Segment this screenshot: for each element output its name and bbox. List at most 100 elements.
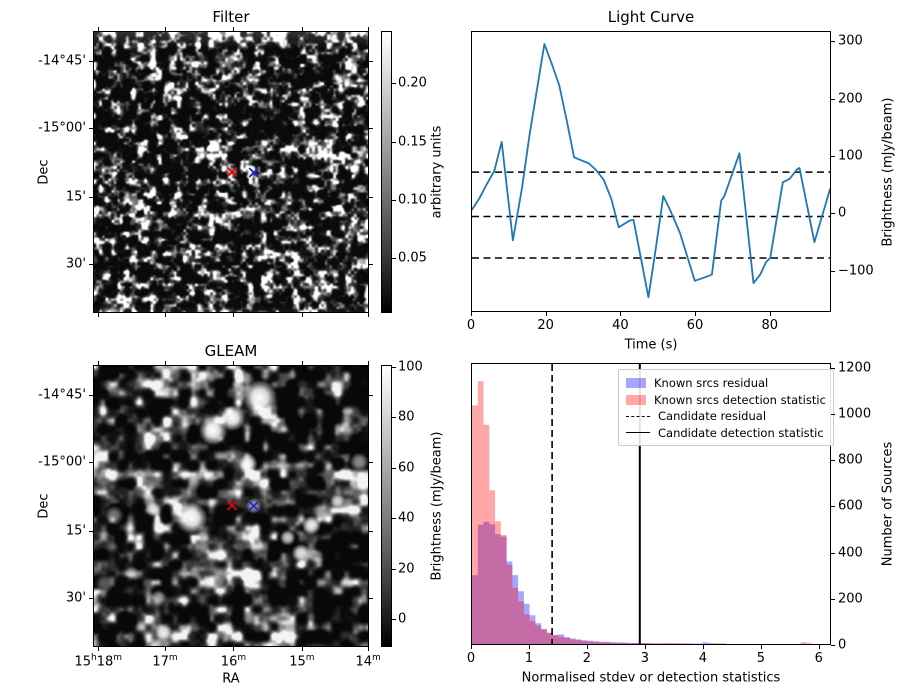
gleam-y-tick-label: -15°00' bbox=[38, 454, 86, 470]
gleam-x-tick bbox=[98, 361, 100, 365]
legend-swatch-red bbox=[626, 394, 646, 405]
filter-y-tick bbox=[369, 60, 373, 62]
legend-item-known-srcs-residual: Known srcs residual bbox=[626, 375, 826, 392]
histogram-x-tick-label: 3 bbox=[640, 651, 650, 666]
legend-label: Candidate residual bbox=[658, 409, 767, 423]
histogram-x-tick bbox=[760, 645, 762, 649]
gleam-title: GLEAM bbox=[204, 342, 258, 360]
gleam-y-tick bbox=[89, 598, 93, 600]
filter-x-tick bbox=[165, 27, 167, 31]
histogram-y-tick bbox=[831, 367, 835, 369]
histogram-legend: Known srcs residual Known srcs detection… bbox=[618, 369, 834, 446]
filter-y-tick-label: -15°00' bbox=[38, 120, 86, 136]
gleam-y-tick bbox=[89, 462, 93, 464]
gleam-x-tick bbox=[233, 361, 235, 365]
histogram-y-tick-label: 200 bbox=[838, 591, 863, 607]
filter-ylabel: Dec bbox=[36, 159, 52, 185]
filter-candidate-position-x-marker-icon bbox=[226, 166, 238, 178]
lightcurve-x-tick bbox=[545, 312, 547, 316]
filter-marker-overlay bbox=[226, 166, 259, 178]
gleam-colorbar bbox=[381, 365, 392, 647]
lightcurve-y-tick-label: −100 bbox=[838, 263, 874, 279]
plot-element bbox=[226, 166, 238, 178]
legend-dashed-line-icon bbox=[626, 415, 650, 417]
filter-colorbar-tick bbox=[392, 258, 396, 259]
gleam-x-tick-label: 15h18m bbox=[74, 653, 122, 669]
filter-colorbar-tick-label: 0.05 bbox=[398, 250, 427, 266]
gleam-x-tick-label-part: 15 bbox=[74, 654, 91, 670]
filter-image-panel bbox=[93, 31, 369, 313]
gleam-ylabel: Dec bbox=[36, 493, 52, 519]
gleam-y-tick bbox=[369, 462, 373, 464]
gleam-marker-overlay bbox=[226, 500, 259, 512]
gleam-colorbar-tick bbox=[392, 467, 396, 469]
lightcurve-plot bbox=[471, 43, 831, 299]
legend-label: Candidate detection statistic bbox=[658, 425, 824, 440]
filter-y-tick-label: 30' bbox=[65, 256, 86, 272]
lightcurve-y-tick bbox=[831, 213, 835, 215]
histogram-y-tick bbox=[831, 552, 835, 554]
lightcurve-y-tick bbox=[831, 98, 835, 100]
histogram-y-tick-label: 400 bbox=[838, 545, 863, 561]
gleam-y-tick bbox=[89, 394, 93, 396]
legend-label: Known srcs detection statistic bbox=[654, 392, 826, 407]
lightcurve-x-tick bbox=[695, 312, 697, 316]
histogram-y-tick-label: 600 bbox=[838, 498, 863, 514]
filter-colorbar-tick-label: 0.10 bbox=[398, 192, 427, 208]
histogram-y-tick bbox=[831, 645, 835, 646]
histogram-x-tick bbox=[818, 645, 820, 649]
histogram-x-tick bbox=[644, 645, 646, 649]
gleam-x-tick-label-part: m bbox=[372, 653, 381, 663]
histogram-y-tick bbox=[831, 413, 835, 415]
gleam-colorbar-tick-label: 20 bbox=[398, 561, 415, 577]
gleam-colorbar-tick bbox=[392, 417, 396, 419]
gleam-x-tick-label-part: h bbox=[90, 653, 97, 663]
filter-colorbar-tick-label: 0.20 bbox=[398, 75, 427, 91]
plot-element bbox=[248, 167, 259, 178]
histogram-x-tick bbox=[528, 645, 530, 649]
histogram-x-tick-label: 5 bbox=[756, 651, 765, 666]
gleam-x-tick bbox=[301, 647, 303, 651]
filter-y-tick bbox=[369, 196, 373, 198]
legend-item-candidate-detection: Candidate detection statistic bbox=[626, 425, 826, 442]
gleam-x-tick bbox=[98, 647, 100, 651]
lightcurve-y-tick-label: 100 bbox=[838, 148, 863, 164]
gleam-colorbar-tick bbox=[392, 619, 396, 621]
gleam-x-tick bbox=[165, 361, 167, 365]
gleam-colorbar-tick-label: 80 bbox=[398, 409, 415, 425]
lightcurve-x-tick bbox=[620, 312, 622, 316]
lightcurve-y-tick-label: 300 bbox=[838, 33, 863, 49]
histogram-x-tick-label: 1 bbox=[524, 651, 534, 666]
gleam-x-tick-label: 15m bbox=[289, 653, 314, 669]
histogram-y-tick bbox=[831, 460, 835, 462]
histogram-y-tick bbox=[831, 506, 835, 508]
gleam-colorbar-tick-label: 60 bbox=[398, 460, 415, 476]
gleam-y-tick bbox=[89, 530, 93, 532]
gleam-reference-position-x-marker-icon bbox=[248, 500, 259, 512]
filter-reference-position-x-marker-icon bbox=[248, 167, 259, 178]
lightcurve-y-tick bbox=[831, 41, 835, 43]
gleam-y-tick-label: 30' bbox=[65, 590, 86, 606]
histogram-y-tick bbox=[831, 598, 835, 600]
lightcurve-x-tick-label: 40 bbox=[612, 318, 629, 333]
legend-swatch-blue bbox=[626, 378, 646, 389]
filter-y-tick bbox=[369, 264, 373, 266]
filter-colorbar-label: arbitrary units bbox=[429, 125, 445, 219]
filter-y-tick-label: 15' bbox=[65, 189, 86, 205]
gleam-colorbar-tick-label: 0 bbox=[398, 611, 407, 627]
filter-title: Filter bbox=[212, 8, 250, 26]
filter-colorbar-tick bbox=[392, 83, 396, 85]
histogram-x-tick bbox=[586, 645, 588, 649]
plot-element bbox=[248, 500, 259, 512]
filter-x-tick bbox=[165, 313, 167, 317]
lightcurve-x-tick bbox=[769, 312, 771, 316]
lightcurve-y-tick-label: 200 bbox=[838, 91, 863, 107]
histogram-xlabel: Normalised stdev or detection statistics bbox=[521, 670, 781, 686]
gleam-y-tick bbox=[369, 394, 373, 396]
lightcurve-xlabel: Time (s) bbox=[624, 337, 678, 353]
filter-y-tick-label: -14°45' bbox=[38, 53, 86, 69]
filter-x-tick bbox=[301, 27, 303, 31]
gleam-colorbar-tick bbox=[392, 366, 396, 368]
filter-x-tick bbox=[98, 313, 100, 317]
